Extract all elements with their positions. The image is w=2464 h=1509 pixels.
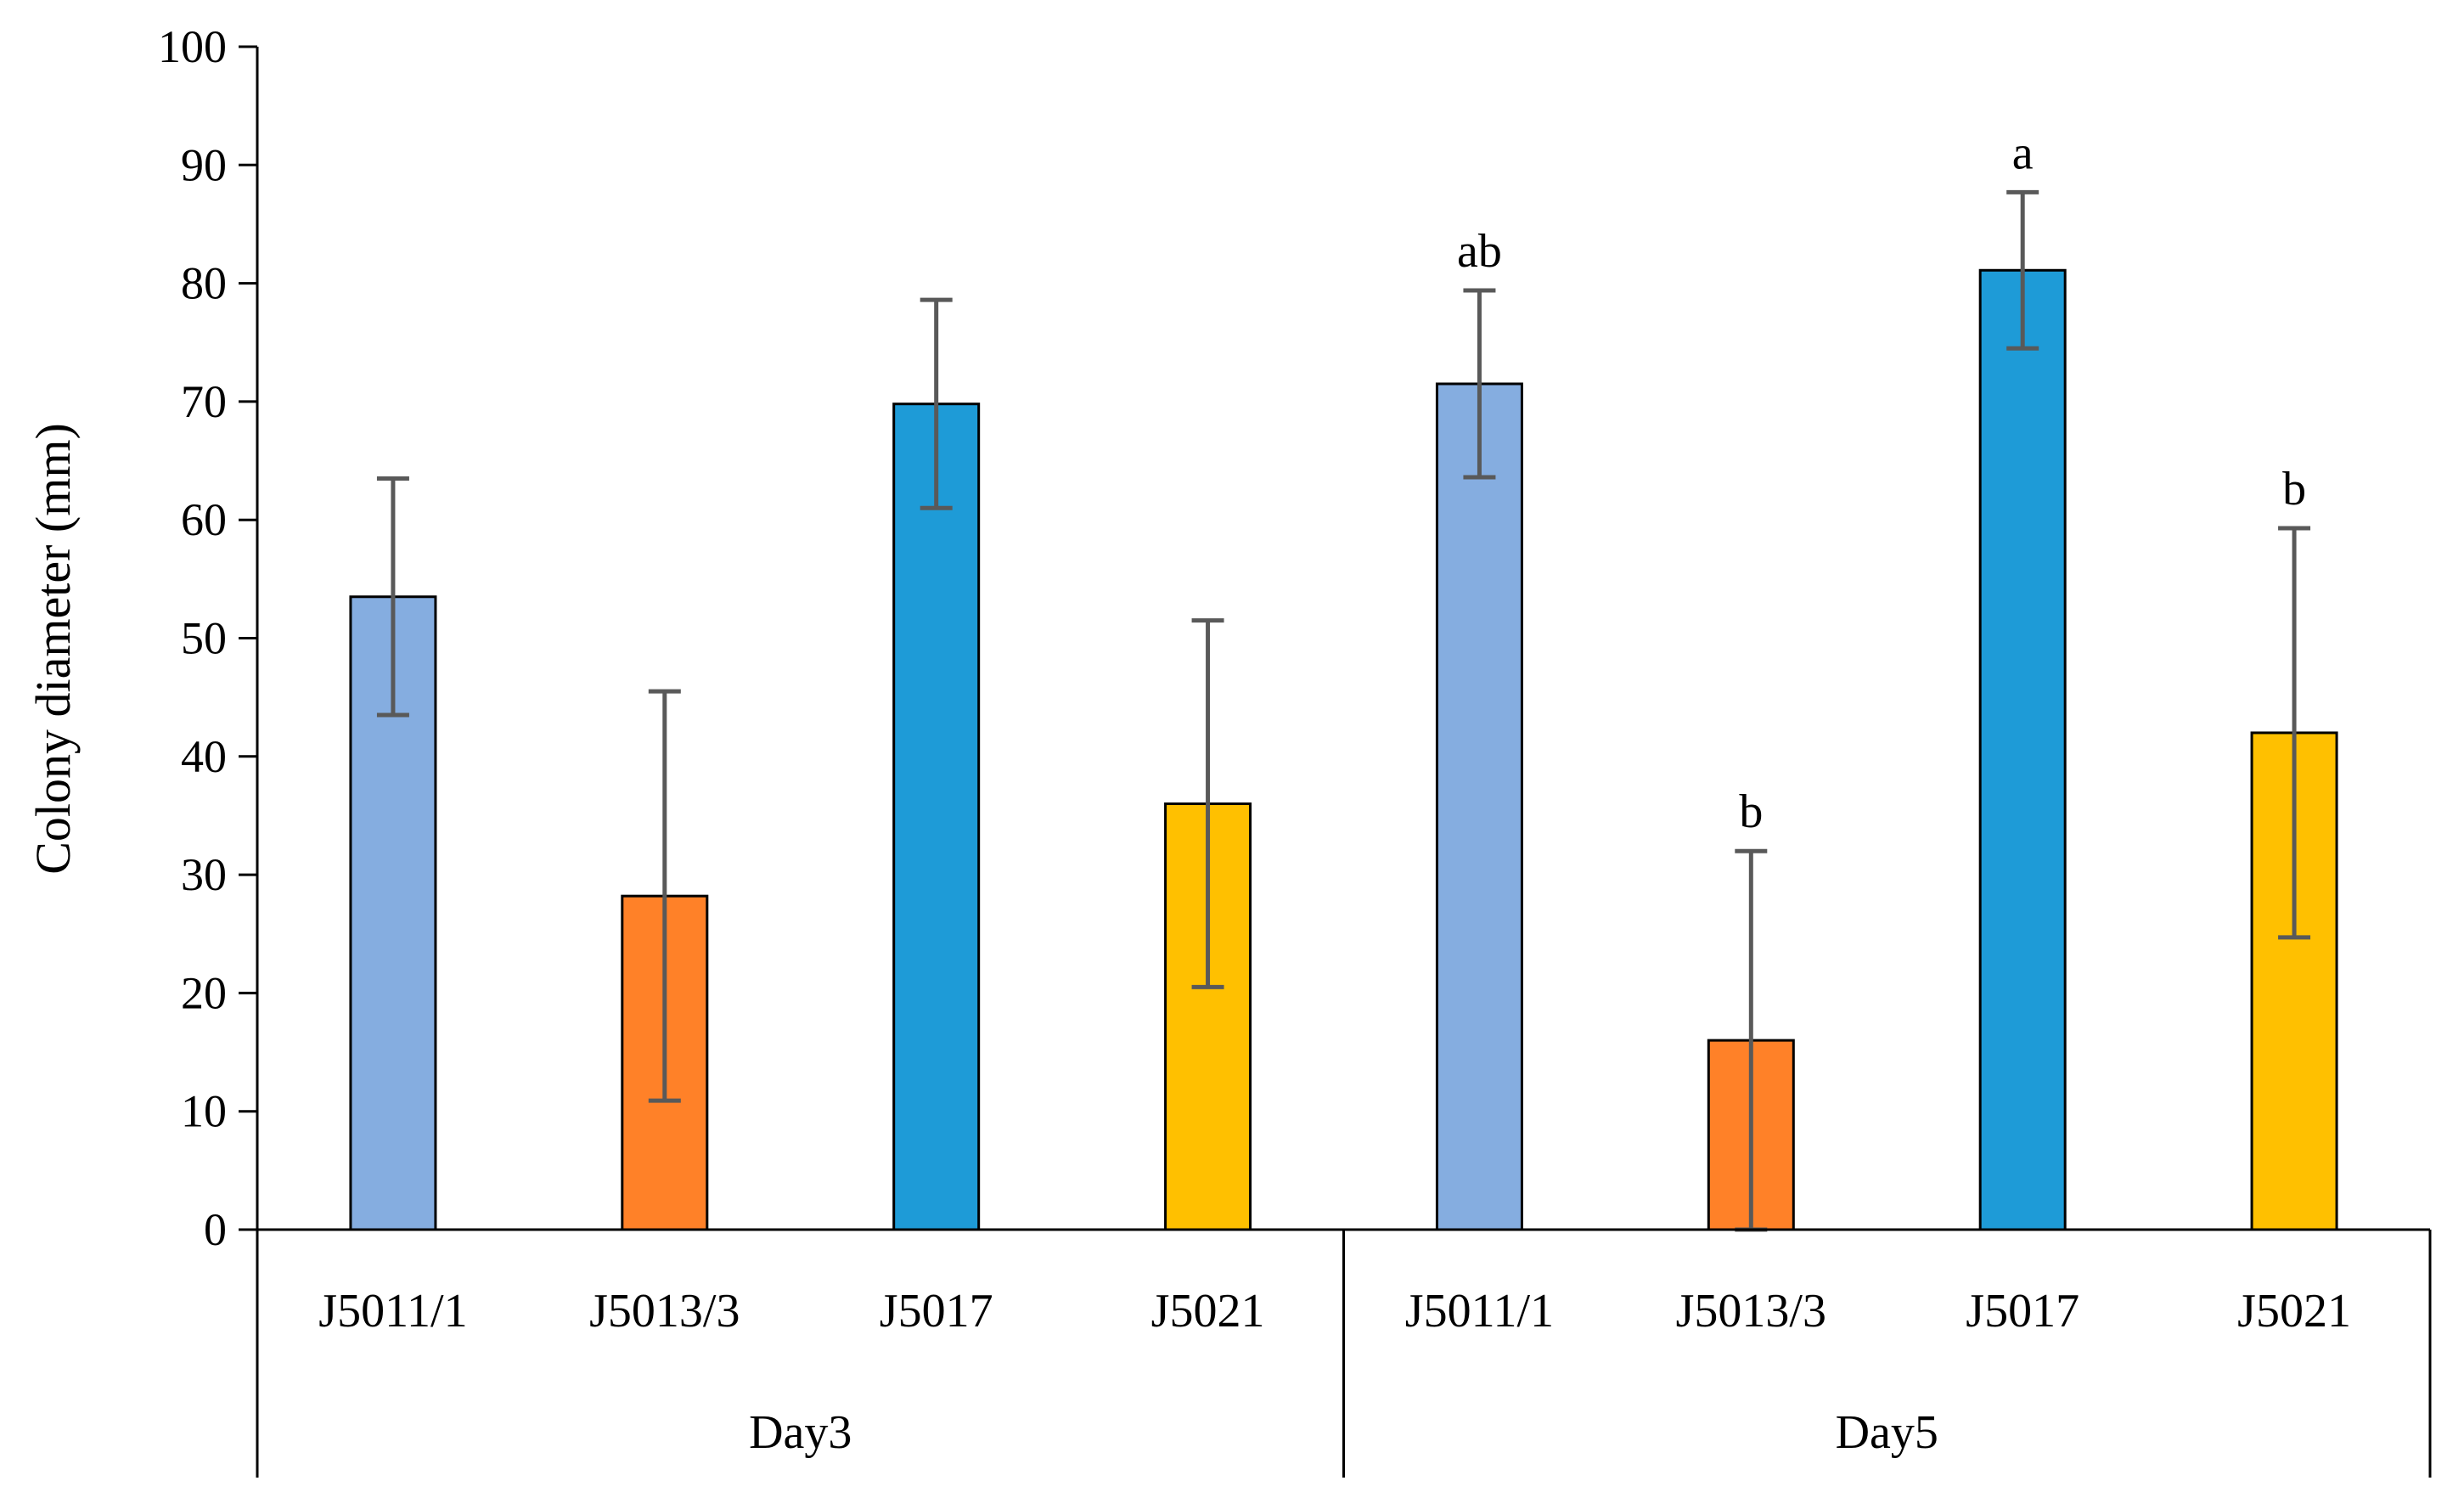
category-label: J5021: [1151, 1285, 1265, 1337]
bar: [1435, 382, 1523, 1231]
y-tick-label: 30: [181, 849, 227, 900]
bar: [892, 403, 981, 1231]
significance-label: a: [2012, 127, 2034, 179]
category-label: J5011/1: [1405, 1285, 1554, 1337]
y-tick-label: 40: [181, 731, 227, 782]
category-label: J5011/1: [318, 1285, 467, 1337]
y-tick-label: 20: [181, 967, 227, 1018]
significance-label: ab: [1457, 225, 1502, 278]
category-label: J5013/3: [589, 1285, 740, 1337]
category-label: J5021: [2237, 1285, 2351, 1337]
error-bar: [1463, 288, 1496, 480]
category-label: J5013/3: [1676, 1285, 1826, 1337]
y-axis: 0 10 20 30 40 50 60 70 80 90 100: [158, 21, 259, 1255]
y-tick-label: 100: [158, 21, 227, 72]
category-label: J5017: [880, 1285, 993, 1337]
error-bar: [920, 297, 953, 510]
bar-series: [349, 268, 2338, 1231]
x-axis: Day3 J5011/1 J5013/3 J5017 J5021 Day5 J5011/1 J…: [256, 1228, 2432, 1478]
error-bar: [648, 689, 681, 1103]
y-tick-label: 60: [181, 494, 227, 545]
y-tick-label: 80: [181, 258, 227, 309]
error-bar: [2006, 189, 2039, 351]
group-label: Day5: [1836, 1406, 1938, 1459]
y-axis-title: Colony diameter (mm): [25, 423, 81, 875]
y-tick-label: 50: [181, 613, 227, 664]
bar: [1978, 268, 2067, 1231]
significance-label: b: [2282, 463, 2306, 515]
error-bar: [2278, 526, 2311, 940]
significance-label: b: [1739, 785, 1763, 838]
error-bar: [376, 476, 409, 718]
category-label: J5017: [1966, 1285, 2079, 1337]
y-tick-label: 70: [181, 376, 227, 427]
error-bars: [376, 189, 2311, 1232]
y-tick-label: 10: [181, 1086, 227, 1137]
group-label: Day3: [749, 1406, 852, 1459]
error-bar: [1191, 618, 1224, 989]
y-tick-label: 0: [204, 1204, 227, 1255]
y-tick-label: 90: [181, 139, 227, 190]
